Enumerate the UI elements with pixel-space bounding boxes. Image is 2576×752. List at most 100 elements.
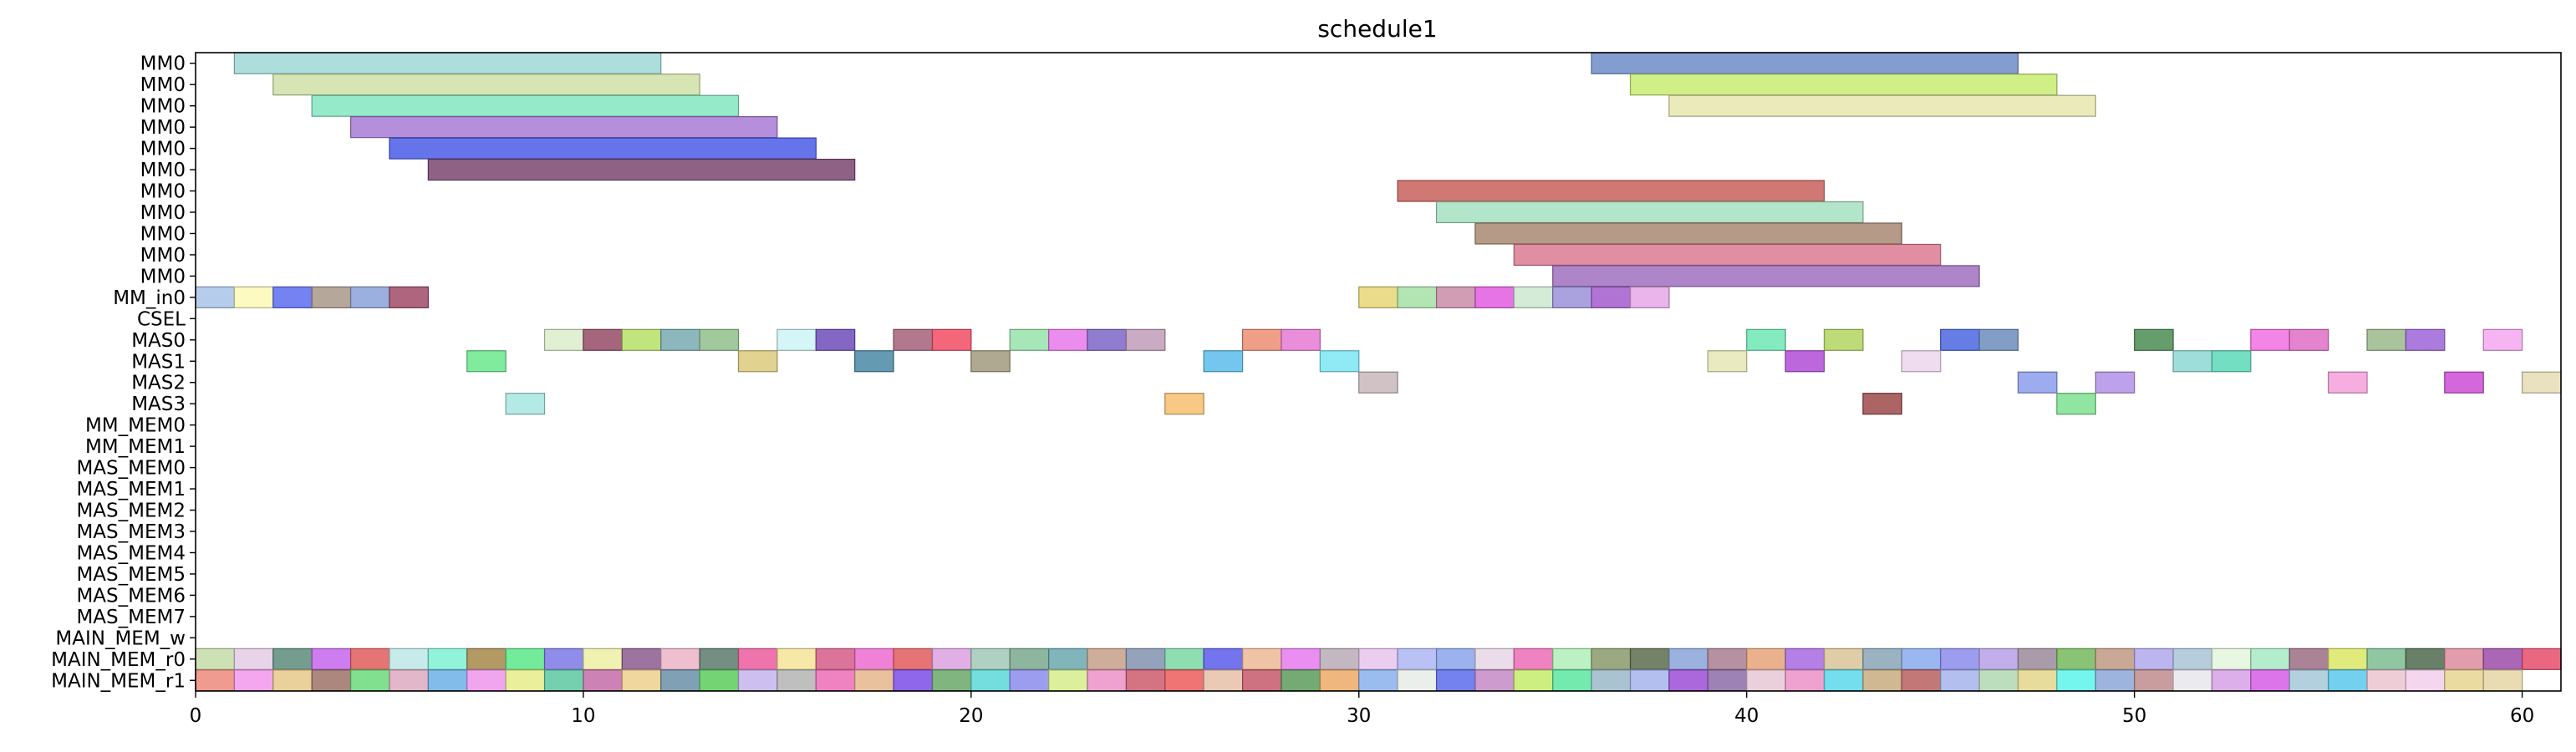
task-bar [776, 328, 817, 351]
mem-read0-bar [389, 648, 429, 670]
task-bar [1629, 286, 1670, 308]
mem-read1-bar [1397, 669, 1438, 692]
mem-read1-bar [427, 669, 468, 692]
task-bar [2405, 328, 2446, 351]
mem-read1-bar [1009, 669, 1050, 692]
mem-read1-bar [1513, 669, 1554, 692]
y-tick-label: MAS2 [131, 373, 186, 394]
mem-read1-bar [1784, 669, 1825, 692]
mem-read0-bar [2288, 648, 2329, 670]
mem-read1-bar [1668, 669, 1708, 692]
mem-read0-bar [1087, 648, 1128, 670]
mem-read1-bar [389, 669, 429, 692]
mem-read1-bar [1862, 669, 1902, 692]
mem-read1-bar [2095, 669, 2136, 692]
mem-read0-bar [1940, 648, 1980, 670]
task-bar [1319, 350, 1360, 373]
task-bar [1087, 328, 1128, 351]
task-bar [195, 286, 235, 308]
y-tick-label: MAS_MEM2 [76, 500, 186, 522]
mem-read0-bar [2366, 648, 2407, 670]
task-bar [311, 94, 740, 117]
task-bar [233, 286, 274, 308]
task-bar [427, 158, 856, 181]
task-bar [931, 328, 972, 351]
mem-read1-bar [583, 669, 623, 692]
task-bar [2017, 371, 2058, 394]
task-bar [1125, 328, 1166, 351]
mem-read0-bar [893, 648, 934, 670]
x-tick-label: 50 [2122, 705, 2146, 727]
mem-read1-bar [1087, 669, 1128, 692]
task-bar [1242, 328, 1282, 351]
task-bar [1474, 222, 1902, 245]
mem-read0-bar [1591, 648, 1632, 670]
y-tick-label: MAS3 [131, 394, 186, 415]
task-bar [1784, 350, 1825, 373]
mem-read1-bar [893, 669, 934, 692]
mem-read0-bar [1164, 648, 1204, 670]
y-tick-label: MAS_MEM7 [76, 607, 186, 628]
mem-read1-bar [660, 669, 700, 692]
task-bar [854, 350, 894, 373]
task-bar [349, 116, 778, 139]
task-bar [1513, 243, 1942, 267]
mem-read1-bar [1435, 669, 1476, 692]
mem-read0-bar [2172, 648, 2213, 670]
mem-read0-bar [1901, 648, 1942, 670]
mem-read1-bar [1242, 669, 1282, 692]
task-bar [272, 286, 313, 308]
mem-read1-bar [1048, 669, 1088, 692]
y-tick-label: MM0 [140, 117, 186, 139]
mem-read1-bar [1940, 669, 1980, 692]
mem-read0-bar [2405, 648, 2446, 670]
task-bar [1940, 328, 1980, 351]
y-tick-label: MM0 [140, 181, 186, 203]
x-axis: 0 10 20 30 40 50 60 [190, 691, 2534, 727]
mem-read0-bar [1513, 648, 1554, 670]
task-bar [970, 350, 1011, 373]
mem-read1-bar [1823, 669, 1864, 692]
task-bar [2095, 371, 2136, 394]
mem-read0-bar [1629, 648, 1670, 670]
task-bar [1862, 393, 1902, 415]
mem-read1-bar [1901, 669, 1942, 692]
y-tick-label: MM0 [140, 160, 186, 181]
y-tick-label: MM_in0 [113, 287, 186, 309]
mem-read0-bar [2095, 648, 2136, 670]
mem-read0-bar [1280, 648, 1321, 670]
mem-read1-bar [1978, 669, 2019, 692]
y-tick-label: MAS1 [131, 351, 186, 373]
y-tick-label: MAS_MEM4 [76, 542, 186, 564]
task-bar [2444, 371, 2484, 394]
task-bar [466, 350, 507, 373]
y-tick-label: MM0 [140, 245, 186, 267]
mem-read0-bar [2328, 648, 2368, 670]
mem-read0-bar [1203, 648, 1244, 670]
mem-read0-bar [1125, 648, 1166, 670]
mem-read0-bar [737, 648, 778, 670]
y-tick-label: MAS_MEM6 [76, 585, 186, 607]
mem-read0-bar [931, 648, 972, 670]
mem-read1-bar [311, 669, 352, 692]
task-bar [1397, 180, 1825, 202]
mem-read0-bar [311, 648, 352, 670]
task-bar [1629, 74, 2058, 96]
mem-read1-bar [854, 669, 894, 692]
mem-read0-bar [272, 648, 313, 670]
task-bar [1358, 286, 1398, 308]
task-bar [1203, 350, 1244, 373]
task-bar [2482, 328, 2523, 351]
mem-read0-bar [1048, 648, 1088, 670]
mem-read0-bar [1668, 648, 1708, 670]
task-bar [389, 286, 429, 308]
task-bar [2211, 350, 2252, 373]
y-tick-label: MM0 [140, 74, 186, 96]
mem-read1-bar [466, 669, 507, 692]
task-bar [272, 74, 700, 96]
mem-read1-bar [2211, 669, 2252, 692]
mem-read0-bar [854, 648, 894, 670]
mem-read1-bar [1203, 669, 1244, 692]
y-tick-label: MM0 [140, 266, 186, 287]
mem-read1-bar [2017, 669, 2058, 692]
